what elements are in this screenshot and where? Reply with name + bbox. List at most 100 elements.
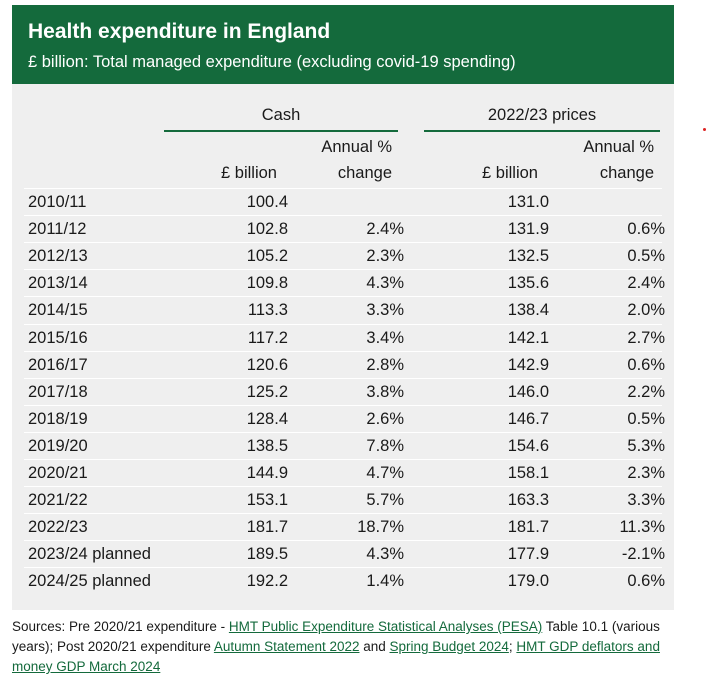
page-title: Health expenditure in England [28, 20, 331, 43]
cell-real-billion: 179.0 [507, 572, 549, 591]
table-header-banner: Health expenditure in England £ billion:… [12, 5, 674, 84]
cell-year: 2017/18 [28, 382, 88, 401]
cell-year: 2016/17 [28, 355, 88, 374]
cell-cash-change: 7.8% [366, 436, 404, 455]
decorative-dot [703, 128, 706, 131]
cell-cash-change: 1.4% [366, 572, 404, 591]
cell-real-billion: 146.0 [507, 382, 549, 401]
cell-cash-billion: 113.3 [247, 301, 288, 320]
cell-year: 2011/12 [28, 220, 87, 239]
cell-real-billion: 138.4 [507, 301, 549, 320]
cell-cash-billion: 181.7 [246, 518, 288, 537]
cell-year: 2019/20 [28, 436, 88, 455]
cell-cash-billion: 125.2 [246, 382, 288, 401]
table-row: 2017/18 125.2 3.8% 146.0 2.2% [24, 377, 665, 405]
cell-year: 2012/13 [28, 247, 88, 266]
cell-real-billion: 158.1 [507, 464, 549, 482]
cell-real-change: 0.6% [627, 220, 665, 239]
cell-cash-change: 3.3% [366, 301, 404, 320]
cell-real-change: 0.5% [627, 409, 665, 428]
cell-cash-change: 2.6% [366, 409, 404, 428]
cell-real-change: 0.6% [627, 572, 665, 591]
cell-year: 2013/14 [28, 274, 88, 293]
table-row: 2011/12 102.8 2.4% 131.9 0.6% [24, 215, 665, 242]
cell-year: 2018/19 [28, 409, 88, 428]
cell-real-change: -2.1% [621, 545, 665, 564]
cell-real-change: 0.6% [627, 355, 665, 374]
group-label-real: 2022/23 prices [487, 106, 597, 124]
cell-real-billion: 146.7 [507, 409, 549, 428]
table-row: 2013/14 109.8 4.3% 135.6 2.4% [24, 269, 665, 296]
table-row: 2018/19 128.4 2.6% 146.7 0.5% [24, 404, 665, 432]
cell-real-billion: 135.6 [507, 274, 549, 293]
column-header-real-change-line1: Annual % [583, 138, 654, 156]
table-row: 2012/13 105.2 2.3% 132.5 0.5% [24, 242, 665, 269]
sources-text-and: and [359, 639, 390, 654]
cell-real-change: 2.3% [627, 464, 665, 482]
cell-cash-billion: 153.1 [246, 491, 288, 510]
cell-cash-billion: 189.5 [246, 545, 288, 564]
cell-cash-billion: 192.2 [246, 572, 288, 591]
column-header-cash-billion: £ billion [221, 164, 277, 182]
cell-cash-change: 2.3% [366, 247, 404, 266]
cell-real-billion: 131.0 [507, 193, 549, 211]
cell-cash-change: 18.7% [357, 518, 404, 537]
cell-real-change: 2.4% [627, 274, 665, 293]
data-table: Cash 2022/23 prices £ billion Annual % c… [12, 84, 674, 610]
cell-real-change: 11.3% [619, 518, 665, 537]
cell-cash-billion: 105.2 [246, 247, 288, 266]
cell-year: 2015/16 [28, 328, 88, 347]
cell-year: 2014/15 [28, 301, 88, 320]
sources-text-1: Table 10.1 (various years); Post 2020/21… [12, 619, 660, 654]
cell-real-change: 2.2% [627, 382, 665, 401]
cell-real-change: 0.5% [627, 247, 665, 266]
table-row: 2019/20 138.5 7.8% 154.6 5.3% [24, 431, 665, 459]
table-row: 2016/17 120.6 2.8% 142.9 0.6% [24, 350, 665, 378]
table-row: 2022/23 181.7 18.7% 181.7 11.3% [24, 513, 665, 540]
cell-cash-billion: 102.8 [246, 220, 288, 239]
cell-cash-change: 4.3% [366, 545, 404, 564]
cell-year: 2021/22 [28, 491, 88, 510]
cell-cash-change: 2.4% [366, 220, 404, 239]
cell-cash-change: 2.8% [366, 355, 404, 374]
cell-real-billion: 131.9 [507, 220, 549, 239]
cell-year: 2022/23 [28, 518, 88, 537]
cell-real-change: 2.0% [627, 301, 665, 320]
table-row: 2020/21 144.9 4.7% 158.1 2.3% [24, 459, 665, 486]
cell-real-billion: 163.3 [507, 491, 549, 510]
cell-cash-billion: 138.5 [246, 436, 288, 455]
cell-real-billion: 154.6 [507, 436, 549, 455]
table-row: 2021/22 153.1 5.7% 163.3 3.3% [24, 486, 665, 513]
cell-real-billion: 142.1 [507, 328, 549, 347]
cell-cash-change: 3.4% [366, 328, 404, 347]
cell-year: 2023/24 planned [28, 545, 151, 564]
cell-cash-billion: 120.6 [246, 355, 288, 374]
group-label-cash: Cash [261, 106, 301, 124]
column-header-real-billion: £ billion [482, 164, 538, 182]
cell-real-billion: 142.9 [507, 355, 549, 374]
cell-cash-billion: 109.8 [246, 274, 288, 293]
link-autumn-statement[interactable]: Autumn Statement 2022 [213, 639, 360, 654]
cell-cash-billion: 144.9 [246, 464, 288, 482]
cell-cash-change: 4.3% [366, 274, 404, 293]
cell-cash-billion: 117.2 [247, 328, 288, 347]
cell-cash-change: 5.7% [366, 491, 404, 510]
cell-real-change: 3.3% [627, 491, 665, 510]
cell-cash-billion: 128.4 [246, 409, 288, 428]
group-underline-cash [164, 130, 398, 132]
table-row: 2023/24 planned 189.5 4.3% 177.9 -2.1% [24, 540, 665, 567]
column-header-cash-change-line1: Annual % [321, 138, 392, 156]
group-underline-real [424, 130, 660, 132]
link-spring-budget[interactable]: Spring Budget 2024 [389, 639, 509, 654]
table-row: 2015/16 117.2 3.4% 142.1 2.7% [24, 323, 665, 351]
sources-prefix: Sources: Pre 2020/21 expenditure - [12, 619, 229, 634]
column-header-cash-change-line2: change [337, 164, 392, 182]
link-pesa[interactable]: HMT Public Expenditure Statistical Analy… [228, 619, 543, 634]
table-row: 2014/15 113.3 3.3% 138.4 2.0% [24, 296, 665, 323]
cell-year: 2024/25 planned [28, 572, 151, 591]
cell-real-change: 5.3% [627, 436, 665, 455]
link-gdp-deflators[interactable]: HMT GDP deflators and money GDP March 20… [12, 639, 660, 674]
table-row: 2024/25 planned 192.2 1.4% 179.0 0.6% [24, 567, 665, 594]
column-header-real-change-line2: change [599, 164, 654, 182]
table-row: 2010/11 100.4 131.0 [24, 188, 662, 215]
